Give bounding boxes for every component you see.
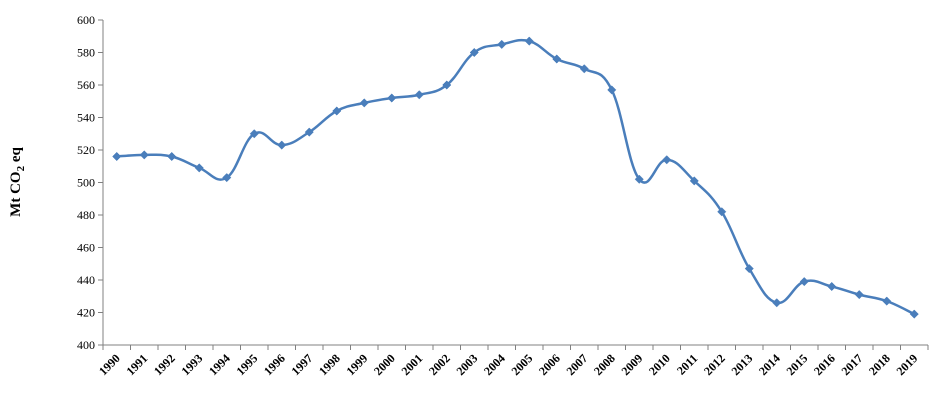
- x-tick-label: 2018: [866, 351, 893, 378]
- data-point-marker: [332, 106, 342, 116]
- data-point-marker: [524, 36, 534, 46]
- y-tick-label: 600: [77, 13, 95, 27]
- y-tick-label: 520: [77, 143, 95, 157]
- data-point-marker: [854, 290, 864, 300]
- x-tick-label: 2007: [564, 351, 591, 378]
- data-point-marker: [689, 176, 699, 186]
- x-tick-label: 2017: [839, 351, 866, 378]
- y-axis-title: Mt CO2 eq: [8, 147, 27, 217]
- y-tick-label: 440: [77, 273, 95, 287]
- x-tick-label: 2012: [701, 351, 728, 378]
- x-tick-label: 2015: [784, 351, 811, 378]
- data-point-marker: [579, 64, 589, 74]
- data-point-marker: [497, 39, 507, 49]
- x-tick-label: 1998: [316, 351, 343, 378]
- y-tick-label: 480: [77, 208, 95, 222]
- data-point-marker: [167, 151, 177, 162]
- data-point-marker: [194, 163, 204, 173]
- data-point-marker: [469, 47, 479, 58]
- x-axis-ticks: 1990 1991 1992 1993 1994 1995 1996 1997 1998 1999…: [96, 345, 929, 378]
- data-point-marker: [552, 54, 562, 64]
- x-tick-label: 2006: [536, 351, 563, 378]
- data-point-marker: [249, 129, 259, 139]
- data-point-marker: [304, 127, 314, 137]
- x-tick-label: 1995: [234, 351, 261, 378]
- y-tick-label: 560: [77, 78, 95, 92]
- data-point-marker: [909, 309, 919, 319]
- x-tick-label: 1999: [344, 351, 371, 378]
- data-point-marker: [634, 174, 644, 184]
- series-line: [116, 38, 915, 316]
- x-tick-label: 2011: [674, 351, 700, 377]
- x-tick-label: 2009: [619, 351, 646, 378]
- x-tick-label: 2008: [591, 351, 618, 378]
- data-point-marker: [772, 298, 782, 308]
- y-tick-label: 400: [77, 338, 95, 352]
- x-tick-label: 2000: [371, 351, 398, 378]
- x-tick-label: 1992: [151, 351, 178, 378]
- data-point-marker: [414, 90, 424, 100]
- x-tick-label: 2004: [481, 351, 508, 378]
- y-tick-label: 540: [77, 111, 95, 125]
- series-group: [112, 36, 919, 319]
- y-tick-label: 460: [77, 241, 95, 255]
- data-point-marker: [112, 151, 122, 162]
- data-point-marker: [717, 207, 727, 217]
- x-tick-label: 2003: [454, 351, 481, 378]
- data-point-marker: [222, 173, 232, 183]
- y-tick-label: 580: [77, 46, 95, 60]
- y-tick-label: 420: [77, 306, 95, 320]
- y-tick-label: 500: [77, 176, 95, 190]
- x-tick-label: 1991: [124, 351, 151, 378]
- data-point-marker: [882, 296, 892, 306]
- data-point-marker: [277, 140, 287, 150]
- x-tick-label: 2010: [646, 351, 673, 378]
- x-tick-label: 2002: [426, 351, 453, 378]
- data-point-marker: [799, 277, 809, 287]
- x-tick-label: 1993: [179, 351, 206, 378]
- data-point-marker: [387, 93, 397, 103]
- x-tick-label: 1994: [206, 351, 233, 378]
- data-point-marker: [442, 80, 452, 90]
- data-point-marker: [139, 150, 149, 160]
- data-point-marker: [359, 98, 369, 108]
- x-tick-label: 1996: [261, 351, 288, 378]
- data-point-marker: [744, 264, 754, 274]
- data-point-marker: [607, 85, 617, 95]
- x-tick-label: 2001: [399, 351, 426, 378]
- x-tick-label: 2014: [756, 351, 783, 378]
- x-tick-label: 1997: [289, 351, 316, 378]
- y-axis-ticks: 400 420 440 460 480 500 520 540 560 580 600: [77, 13, 103, 352]
- x-tick-label: 2016: [811, 351, 838, 378]
- x-tick-label: 2005: [509, 351, 536, 378]
- y-axis-title-text: Mt CO2 eq: [8, 147, 27, 217]
- data-point-marker: [662, 155, 672, 165]
- x-tick-label: 2019: [894, 351, 921, 378]
- data-point-marker: [827, 281, 837, 292]
- x-tick-label: 1990: [96, 351, 123, 378]
- x-tick-label: 2013: [729, 351, 756, 378]
